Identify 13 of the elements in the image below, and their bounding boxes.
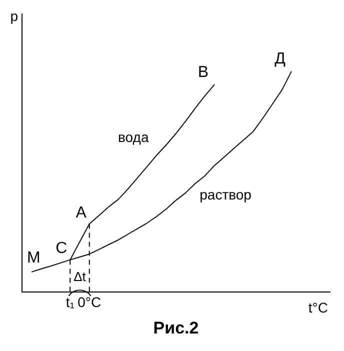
annotation: B [198,64,208,81]
annotation: A [76,204,87,222]
x-tick-label: 0°C [78,294,102,310]
y-axis-title: p [10,8,18,24]
annotation: Δt [74,268,86,284]
annotation: M [26,249,40,266]
text: Рис.2 [153,318,199,338]
annotation: C [56,240,68,258]
x-tick-label: t₁ [66,294,75,310]
series-label: вода [118,128,149,145]
series-label: раствор [200,186,252,203]
text: Д [274,50,286,68]
x-axis-title: t°C [308,300,328,316]
